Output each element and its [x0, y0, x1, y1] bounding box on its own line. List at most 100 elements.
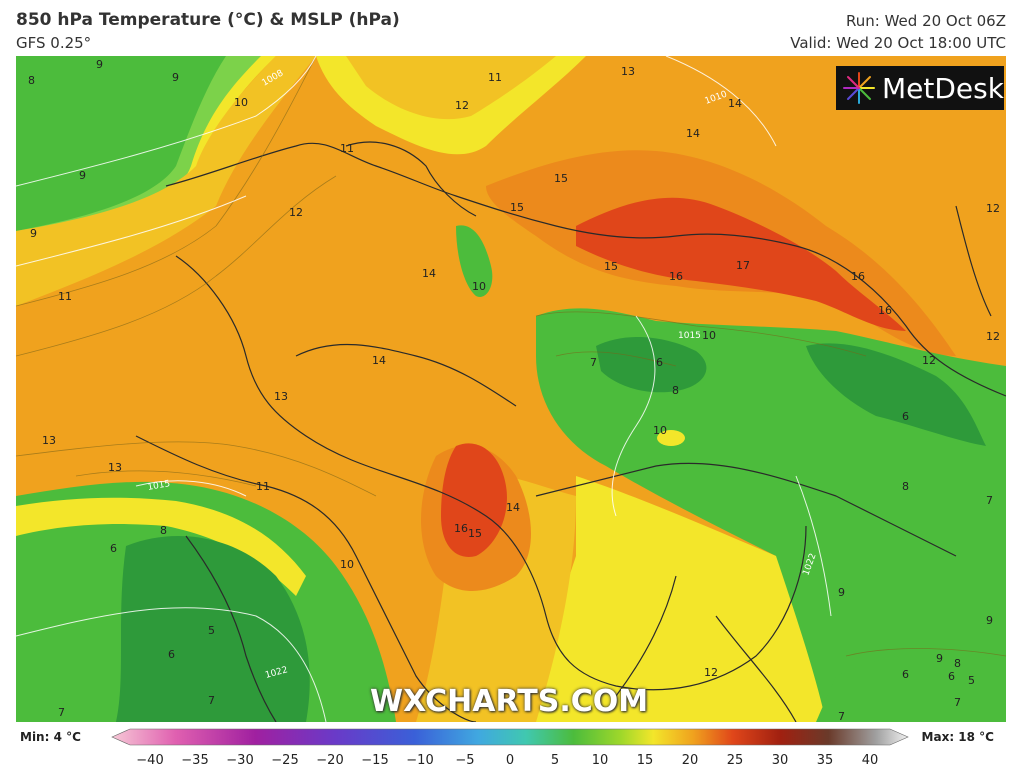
temp-label: 15 — [554, 172, 568, 185]
pressure-label: 1015 — [147, 479, 171, 493]
color-scale-legend: −40 −35 −30 −25 −20 −15 −10 −5 0 5 10 15… — [111, 728, 909, 768]
temp-label: 9 — [96, 58, 103, 71]
temp-label: 12 — [704, 666, 718, 679]
temp-label: 17 — [736, 259, 750, 272]
logo-text: MetDesk — [882, 71, 1004, 105]
legend-tick: 15 — [637, 753, 654, 768]
model-name: GFS 0.25° — [16, 34, 92, 52]
temp-label: 9 — [172, 71, 179, 84]
temp-band-darkgreen-sw — [116, 536, 310, 722]
temp-label: 16 — [454, 522, 468, 535]
temp-label: 8 — [954, 657, 961, 670]
chart-title: 850 hPa Temperature (°C) & MSLP (hPa) — [16, 10, 400, 30]
temp-band-yellow-blob — [657, 430, 685, 446]
temp-band-yelloworange-w — [16, 56, 316, 306]
temp-label: 7 — [838, 710, 845, 722]
temp-label: 11 — [256, 480, 270, 493]
run-time: Run: Wed 20 Oct 06Z — [846, 12, 1006, 30]
temp-label: 11 — [340, 142, 354, 155]
temp-label: 14 — [728, 97, 742, 110]
legend-tick: −40 — [136, 753, 163, 768]
temp-label: 12 — [289, 206, 303, 219]
temp-label: 8 — [160, 524, 167, 537]
temp-band-red-ne — [576, 197, 906, 331]
temp-label: 5 — [968, 674, 975, 687]
temp-label: 9 — [936, 652, 943, 665]
legend-tick: −35 — [181, 753, 208, 768]
temp-label: 16 — [851, 270, 865, 283]
temp-label: 6 — [948, 670, 955, 683]
legend-tick: 20 — [682, 753, 699, 768]
temp-label: 12 — [986, 202, 1000, 215]
legend-max-label: Max: 18 °C — [921, 730, 994, 744]
legend-tick: −30 — [226, 753, 253, 768]
temp-label: 13 — [108, 461, 122, 474]
isobar-lines — [16, 56, 832, 722]
temp-label: 14 — [372, 354, 386, 367]
temp-band-green-se — [816, 646, 1006, 722]
weather-map: 8 9 9 10 9 9 11 11 12 13 14 14 15 15 15 … — [16, 56, 1006, 722]
legend-tick: 35 — [817, 753, 834, 768]
temp-label: 6 — [656, 356, 663, 369]
legend-tick: −20 — [316, 753, 343, 768]
temp-label: 12 — [986, 330, 1000, 343]
temp-label: 6 — [168, 648, 175, 661]
legend-gradient-bar — [111, 728, 909, 746]
temp-label: 16 — [669, 270, 683, 283]
metdesk-logo: MetDesk — [836, 66, 1004, 110]
temp-label: 7 — [986, 494, 993, 507]
temp-label: 12 — [922, 354, 936, 367]
temp-band-green-nw — [16, 56, 226, 231]
temp-label: 12 — [455, 99, 469, 112]
temp-band-yelloworange-n — [346, 56, 556, 120]
legend-tick: 25 — [727, 753, 744, 768]
temp-label: 8 — [672, 384, 679, 397]
temp-label: 13 — [274, 390, 288, 403]
temp-label: 10 — [234, 96, 248, 109]
temp-band-yellow-s — [536, 476, 826, 722]
temp-label: 10 — [702, 329, 716, 342]
legend-tick: −5 — [455, 753, 474, 768]
legend-tick: −15 — [361, 753, 388, 768]
temp-band-red-sc — [441, 443, 507, 557]
temp-label: 8 — [902, 480, 909, 493]
temp-label: 9 — [30, 227, 37, 240]
legend-tick: 30 — [772, 753, 789, 768]
wxcharts-watermark: WXCHARTS.COM — [370, 684, 649, 719]
temp-label: 9 — [986, 614, 993, 627]
legend-tick: 5 — [551, 753, 559, 768]
temp-label: 11 — [58, 290, 72, 303]
temp-label: 16 — [878, 304, 892, 317]
legend-tick: 0 — [506, 753, 514, 768]
temp-label: 13 — [621, 65, 635, 78]
legend-tick: −25 — [271, 753, 298, 768]
temp-label: 7 — [954, 696, 961, 709]
temp-label: 14 — [422, 267, 436, 280]
temp-label: 15 — [604, 260, 618, 273]
temp-label: 6 — [110, 542, 117, 555]
temp-label: 15 — [510, 201, 524, 214]
legend-tick: 10 — [592, 753, 609, 768]
isotherm-lines — [16, 56, 1006, 657]
temp-label: 6 — [902, 668, 909, 681]
temp-label: 7 — [590, 356, 597, 369]
temp-label: 13 — [42, 434, 56, 447]
temp-label: 10 — [653, 424, 667, 437]
temp-band-darkgreen-c — [596, 336, 707, 393]
temp-label: 7 — [58, 706, 65, 719]
temp-label: 5 — [208, 624, 215, 637]
temp-label: 7 — [208, 694, 215, 707]
legend-tick: −10 — [406, 753, 433, 768]
temp-label: 10 — [340, 558, 354, 571]
temp-label: 8 — [28, 74, 35, 87]
temperature-labels: 8 9 9 10 9 9 11 11 12 13 14 14 15 15 15 … — [28, 58, 1000, 722]
temp-label: 15 — [468, 527, 482, 540]
valid-time: Valid: Wed 20 Oct 18:00 UTC — [790, 34, 1006, 52]
temp-label: 10 — [472, 280, 486, 293]
temp-label: 14 — [506, 501, 520, 514]
temp-label: 11 — [488, 71, 502, 84]
pressure-label: 1015 — [678, 331, 701, 341]
legend-min-label: Min: 4 °C — [20, 730, 81, 744]
temp-label: 9 — [79, 169, 86, 182]
starburst-icon — [843, 72, 875, 104]
